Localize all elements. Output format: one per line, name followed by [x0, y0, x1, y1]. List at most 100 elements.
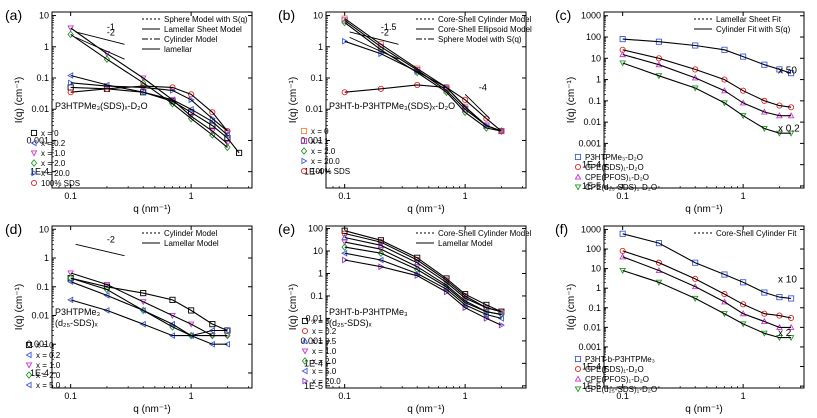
data-point: [483, 122, 490, 129]
legend-label: x = 1.0: [41, 149, 66, 158]
series-legend: x = 0x = 0.2x = 0.5x = 1.0x = 2.0x = 5.0…: [301, 317, 341, 386]
data-point: [655, 55, 662, 62]
model-legend-label: Cylinder Fit with S(q): [716, 25, 791, 34]
data-point: [443, 288, 451, 296]
legend-label: x = 1: [311, 137, 329, 146]
y-axis-title: I(q) (cm⁻¹): [14, 77, 25, 123]
data-point: [168, 320, 176, 328]
x-tick-label: 1: [741, 391, 746, 401]
x-tick-label: 1: [189, 391, 194, 401]
slope-line: [75, 243, 125, 257]
data-point: [619, 230, 626, 237]
model-legend: Core-Shell Cylinder Fit: [694, 229, 797, 238]
data-point: [692, 66, 699, 73]
legend-label: x = 20.0: [311, 157, 340, 166]
y-tick-label: 10: [313, 246, 323, 256]
series-0: [619, 36, 795, 77]
data-point: [224, 331, 231, 340]
model-legend-label: Lamellar Model: [164, 239, 219, 248]
fit-curve: [622, 269, 792, 339]
model-legend-label: Core-Shell Ellipsoid Model: [438, 25, 532, 34]
legend-label: CPE(d₂₅-SDS)₁-D₂O: [585, 385, 657, 394]
panel-letter: (b): [278, 7, 295, 23]
model-legend-label: Lamellar Model: [438, 239, 493, 248]
legend-marker: [301, 337, 309, 344]
y-tick-label: 1: [44, 253, 49, 263]
scale-note: x 50: [778, 66, 797, 77]
legend-label: x = 0.2: [36, 351, 61, 360]
slope-label: -2: [381, 27, 389, 37]
data-point: [223, 327, 230, 334]
data-point: [224, 128, 231, 135]
slope-line: [349, 31, 399, 45]
model-legend-label: Sphere Model with S(q): [438, 35, 522, 44]
data-point: [740, 301, 747, 308]
legend-label: P3HTPMe₃-D₂O: [585, 153, 643, 162]
legend-label: x = 5.0: [312, 367, 337, 376]
x-axis-title: q (nm⁻¹): [133, 204, 171, 215]
data-series: [619, 36, 795, 137]
scale-notes: x 10 x 2: [778, 275, 797, 339]
legend-marker: [30, 139, 37, 147]
data-point: [413, 270, 420, 277]
fit-curves: [344, 230, 502, 326]
y-tick-label: 0.001: [300, 135, 323, 145]
y-tick-label: 1: [596, 283, 601, 293]
sample-label-line: P3HTPMe₃(SDS)ₓ-D₂O: [55, 101, 148, 111]
x-tick-label: 0.1: [338, 391, 351, 401]
panel-letter: (c): [555, 7, 571, 23]
legend-marker: [574, 173, 582, 180]
legend-label: x = 0: [312, 317, 330, 326]
y-tick-label: 1E-4: [30, 368, 49, 378]
panel-letter: (e): [278, 221, 295, 237]
y-tick-label: 1E-4: [582, 362, 601, 372]
sample-label: P3HT-b-P3HTPMe₃(SDS)ₓ-D₂O: [329, 101, 455, 111]
panel-letter: (d): [5, 221, 22, 237]
y-axis: 1E-5 1E-4 0.001 0.01 0.1 1 10 100: [300, 224, 526, 391]
legend-marker: [301, 157, 308, 165]
fit-curves: [70, 272, 228, 345]
data-point: [619, 51, 627, 58]
data-point: [224, 127, 231, 135]
data-point: [761, 289, 768, 296]
panel-e: (e) 1E-5 1E-4 0.001 0.01 0.1 1 10 100 0.1 1 q (nm⁻¹…: [278, 221, 532, 415]
x-axis: 0.1 1: [58, 226, 249, 401]
x-tick-label: 0.1: [338, 191, 351, 201]
x-axis-title: q (nm⁻¹): [685, 404, 723, 415]
sample-label: P3HT-b-P3HTPMe₃(d₂₅-SDS)ₓ: [329, 307, 408, 328]
y-axis-title: I(q) (cm⁻¹): [14, 284, 25, 330]
legend-marker: [302, 377, 309, 385]
legend-label: CPE(PFOS)₁-D₂O: [585, 375, 649, 384]
slope-line: [464, 94, 491, 119]
series-legend: x = 0x = 0.2x = 1.0x = 2.0x = 5.0: [25, 341, 61, 390]
data-point: [67, 274, 74, 282]
x-tick-label: 0.1: [64, 191, 77, 201]
data-point: [103, 307, 110, 314]
model-legend-label: Cylinder Model: [164, 35, 218, 44]
legend-marker: [30, 129, 38, 137]
fit-curve: [70, 281, 228, 345]
y-tick-label: 1E-5: [582, 381, 601, 391]
legend-marker: [574, 355, 582, 363]
data-point: [103, 292, 110, 299]
y-tick-label: 1: [318, 268, 323, 278]
x-tick-label: 0.1: [616, 391, 629, 401]
y-tick-label: 0.01: [583, 322, 601, 332]
legend-marker: [25, 362, 33, 369]
x-tick-label: 0.1: [64, 391, 77, 401]
y-tick-label: 0.01: [305, 104, 323, 114]
legend-marker: [574, 375, 582, 382]
data-point: [776, 66, 783, 73]
y-tick-label: 1E-5: [582, 181, 601, 191]
x-axis: 0.1 1: [332, 12, 523, 201]
y-tick-label: 100: [308, 224, 323, 234]
legend-marker: [574, 386, 582, 393]
data-point: [692, 259, 699, 266]
legend-label: x = 0: [36, 341, 54, 350]
